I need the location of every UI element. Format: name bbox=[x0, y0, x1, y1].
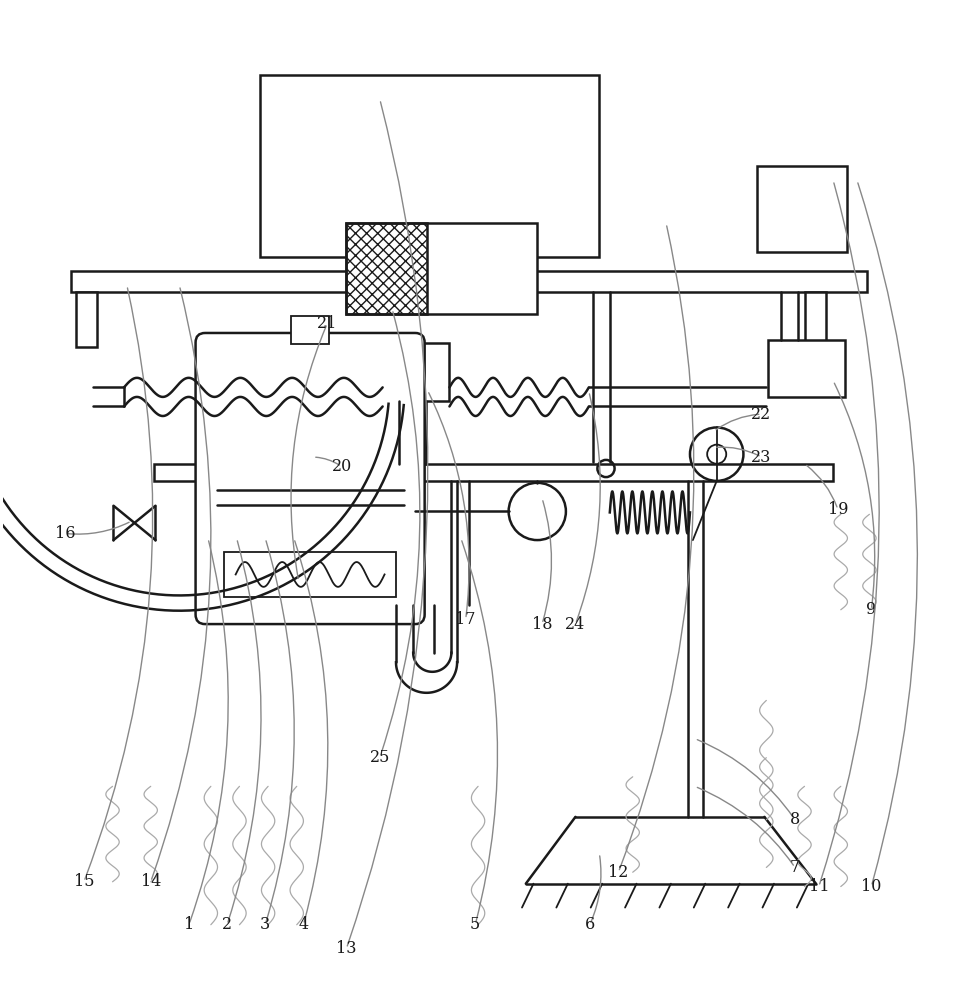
Text: 19: 19 bbox=[828, 501, 849, 518]
Bar bbox=[756, 166, 848, 252]
Text: 16: 16 bbox=[55, 525, 75, 542]
Text: 24: 24 bbox=[565, 616, 586, 633]
Text: 23: 23 bbox=[752, 449, 772, 466]
Text: 14: 14 bbox=[140, 873, 161, 890]
Bar bbox=[804, 292, 826, 347]
Bar bbox=[76, 292, 97, 347]
Text: 7: 7 bbox=[790, 859, 800, 876]
Text: 18: 18 bbox=[532, 616, 552, 633]
Bar bbox=[291, 316, 329, 344]
Text: 8: 8 bbox=[790, 811, 800, 828]
Text: 15: 15 bbox=[74, 873, 94, 890]
Text: 11: 11 bbox=[808, 878, 829, 895]
Bar bbox=[378, 343, 449, 401]
Text: 6: 6 bbox=[585, 916, 595, 933]
Text: 9: 9 bbox=[866, 601, 876, 618]
Text: 10: 10 bbox=[861, 878, 881, 895]
Bar bbox=[154, 464, 833, 481]
Text: 13: 13 bbox=[336, 940, 356, 957]
Text: 1: 1 bbox=[183, 916, 194, 933]
Text: 21: 21 bbox=[317, 315, 338, 332]
Text: 12: 12 bbox=[609, 864, 629, 881]
Text: 17: 17 bbox=[455, 611, 476, 628]
Bar bbox=[225, 552, 396, 597]
Text: 22: 22 bbox=[752, 406, 772, 423]
Bar bbox=[71, 271, 867, 292]
Text: 20: 20 bbox=[331, 458, 351, 475]
Text: 4: 4 bbox=[299, 916, 308, 933]
Text: 3: 3 bbox=[260, 916, 271, 933]
Bar bbox=[768, 340, 845, 397]
Bar bbox=[347, 223, 426, 314]
Bar bbox=[347, 223, 538, 314]
Bar bbox=[260, 75, 599, 257]
Text: 5: 5 bbox=[470, 916, 480, 933]
Text: 2: 2 bbox=[222, 916, 232, 933]
FancyBboxPatch shape bbox=[196, 333, 424, 624]
Text: 25: 25 bbox=[370, 749, 390, 766]
